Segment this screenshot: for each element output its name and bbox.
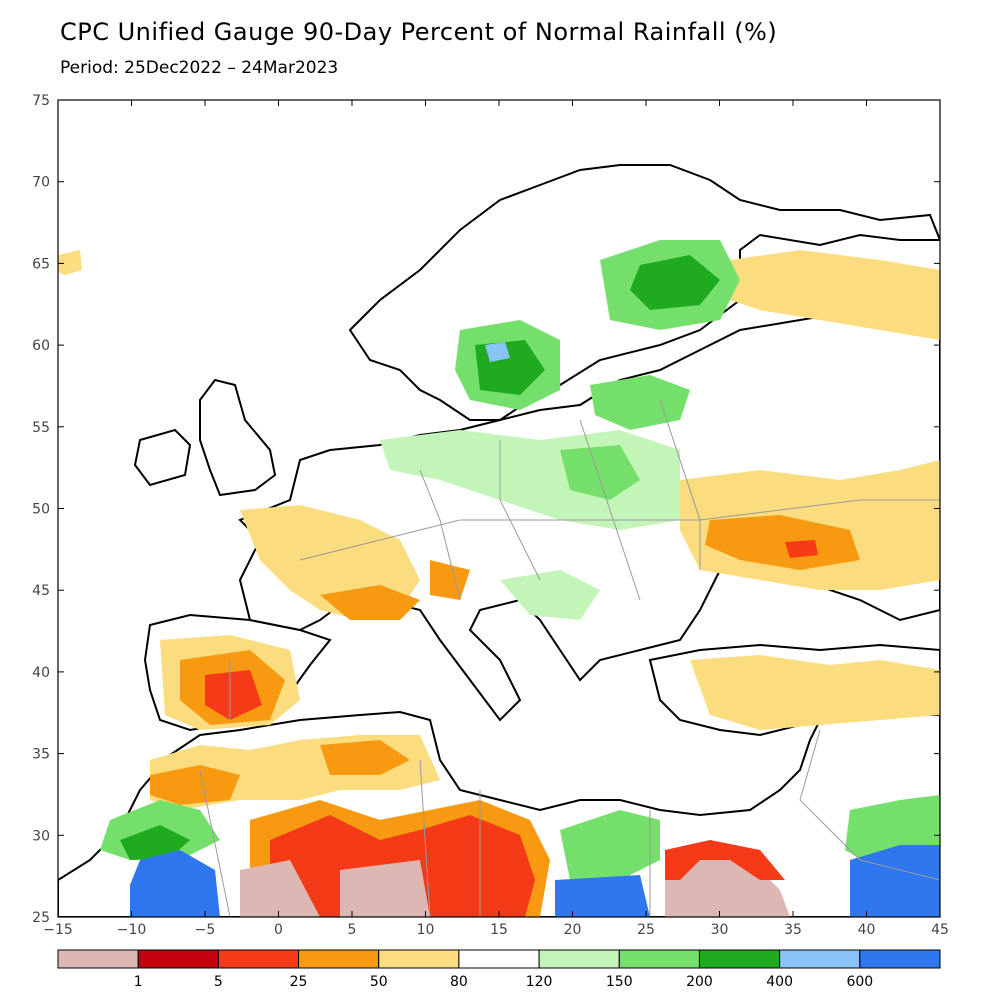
y-tick-label: 55 — [32, 420, 50, 436]
y-tick-label: 25 — [32, 910, 50, 926]
colorbar-label: 150 — [606, 974, 633, 990]
y-tick-label: 40 — [32, 665, 50, 681]
x-tick-label: 10 — [417, 922, 435, 938]
colorbar-label: 120 — [526, 974, 553, 990]
shade-libya-extreme-wet — [555, 875, 650, 917]
y-tick-label: 65 — [32, 256, 50, 272]
x-tick-label: −15 — [43, 922, 73, 938]
shade-balkans-above-normal — [500, 570, 600, 620]
shade-turkey-below-normal — [690, 655, 940, 730]
y-axis-ticks: 75 70 65 60 55 50 45 40 35 30 25 — [32, 93, 940, 926]
shade-central-europe-wet — [560, 445, 640, 500]
shade-libya-egypt-wet — [560, 810, 660, 880]
colorbar-swatch — [378, 949, 460, 969]
shade-algeria-dry — [320, 740, 410, 775]
x-tick-label: 30 — [711, 922, 729, 938]
colorbar-swatch — [618, 949, 700, 969]
x-tick-label: 15 — [490, 922, 508, 938]
y-tick-label: 45 — [32, 583, 50, 599]
shade-finland-very-wet — [630, 255, 720, 310]
colorbar-label: 25 — [290, 974, 308, 990]
x-tick-label: 40 — [858, 922, 876, 938]
shade-north-africa-dry — [150, 765, 240, 805]
period-subtitle: Period: 25Dec2022 – 24Mar2023 — [60, 58, 339, 78]
shade-ukraine-dry-core — [705, 515, 860, 570]
y-tick-label: 70 — [32, 175, 50, 191]
x-tick-label: 35 — [784, 922, 802, 938]
colorbar-label: 1 — [134, 974, 143, 990]
x-tick-label: 5 — [348, 922, 357, 938]
rainfall-shading — [58, 240, 940, 917]
colorbar-swatch — [298, 949, 380, 969]
shade-iceland-below-normal — [58, 250, 82, 275]
colorbar-swatch — [779, 949, 861, 969]
colorbar-label: 600 — [846, 974, 873, 990]
colorbar-label: 200 — [686, 974, 713, 990]
shade-iberia-very-dry — [205, 670, 262, 720]
colorbar-swatch — [57, 949, 139, 969]
colorbar-swatch — [859, 949, 941, 969]
x-tick-label: 0 — [274, 922, 283, 938]
y-tick-label: 50 — [32, 502, 50, 518]
shade-italy-dry — [430, 560, 470, 600]
shade-sahara-near-zero — [240, 850, 790, 917]
shade-south-france-dry — [320, 585, 420, 620]
shade-east-europe-below-normal — [730, 250, 940, 340]
shade-west-sahara-extreme-wet — [130, 850, 220, 917]
y-tick-label: 75 — [32, 93, 50, 109]
x-tick-label: 25 — [637, 922, 655, 938]
map-title: CPC Unified Gauge 90-Day Percent of Norm… — [60, 18, 778, 46]
colorbar: 1 5 25 50 80 120 150 200 400 600 — [57, 949, 941, 990]
colorbar-swatch — [538, 949, 620, 969]
colorbar-label: 50 — [370, 974, 388, 990]
x-tick-label: −5 — [195, 922, 216, 938]
country-borders — [199, 399, 940, 917]
map-field — [58, 164, 940, 917]
colorbar-label: 400 — [766, 974, 793, 990]
colorbar-swatch — [137, 949, 219, 969]
shade-sweden-extreme-wet — [485, 342, 510, 362]
shade-egypt-dry — [665, 840, 785, 880]
land-ireland — [133, 428, 192, 487]
shade-ukraine-very-dry — [785, 540, 818, 558]
x-tick-label: 20 — [564, 922, 582, 938]
colorbar-label: 5 — [214, 974, 223, 990]
y-tick-label: 60 — [32, 338, 50, 354]
y-tick-label: 35 — [32, 747, 50, 763]
colorbar-swatch — [698, 949, 781, 969]
colorbar-swatch — [217, 949, 300, 969]
y-tick-label: 30 — [32, 828, 50, 844]
x-axis-ticks: −15 −10 −5 0 5 10 15 20 25 30 35 40 45 — [43, 100, 949, 938]
colorbar-swatch — [458, 949, 540, 969]
shade-morocco-very-wet — [120, 825, 190, 860]
land-uk — [199, 378, 277, 497]
x-tick-label: 45 — [931, 922, 949, 938]
colorbar-label: 80 — [450, 974, 468, 990]
x-tick-label: −10 — [117, 922, 147, 938]
